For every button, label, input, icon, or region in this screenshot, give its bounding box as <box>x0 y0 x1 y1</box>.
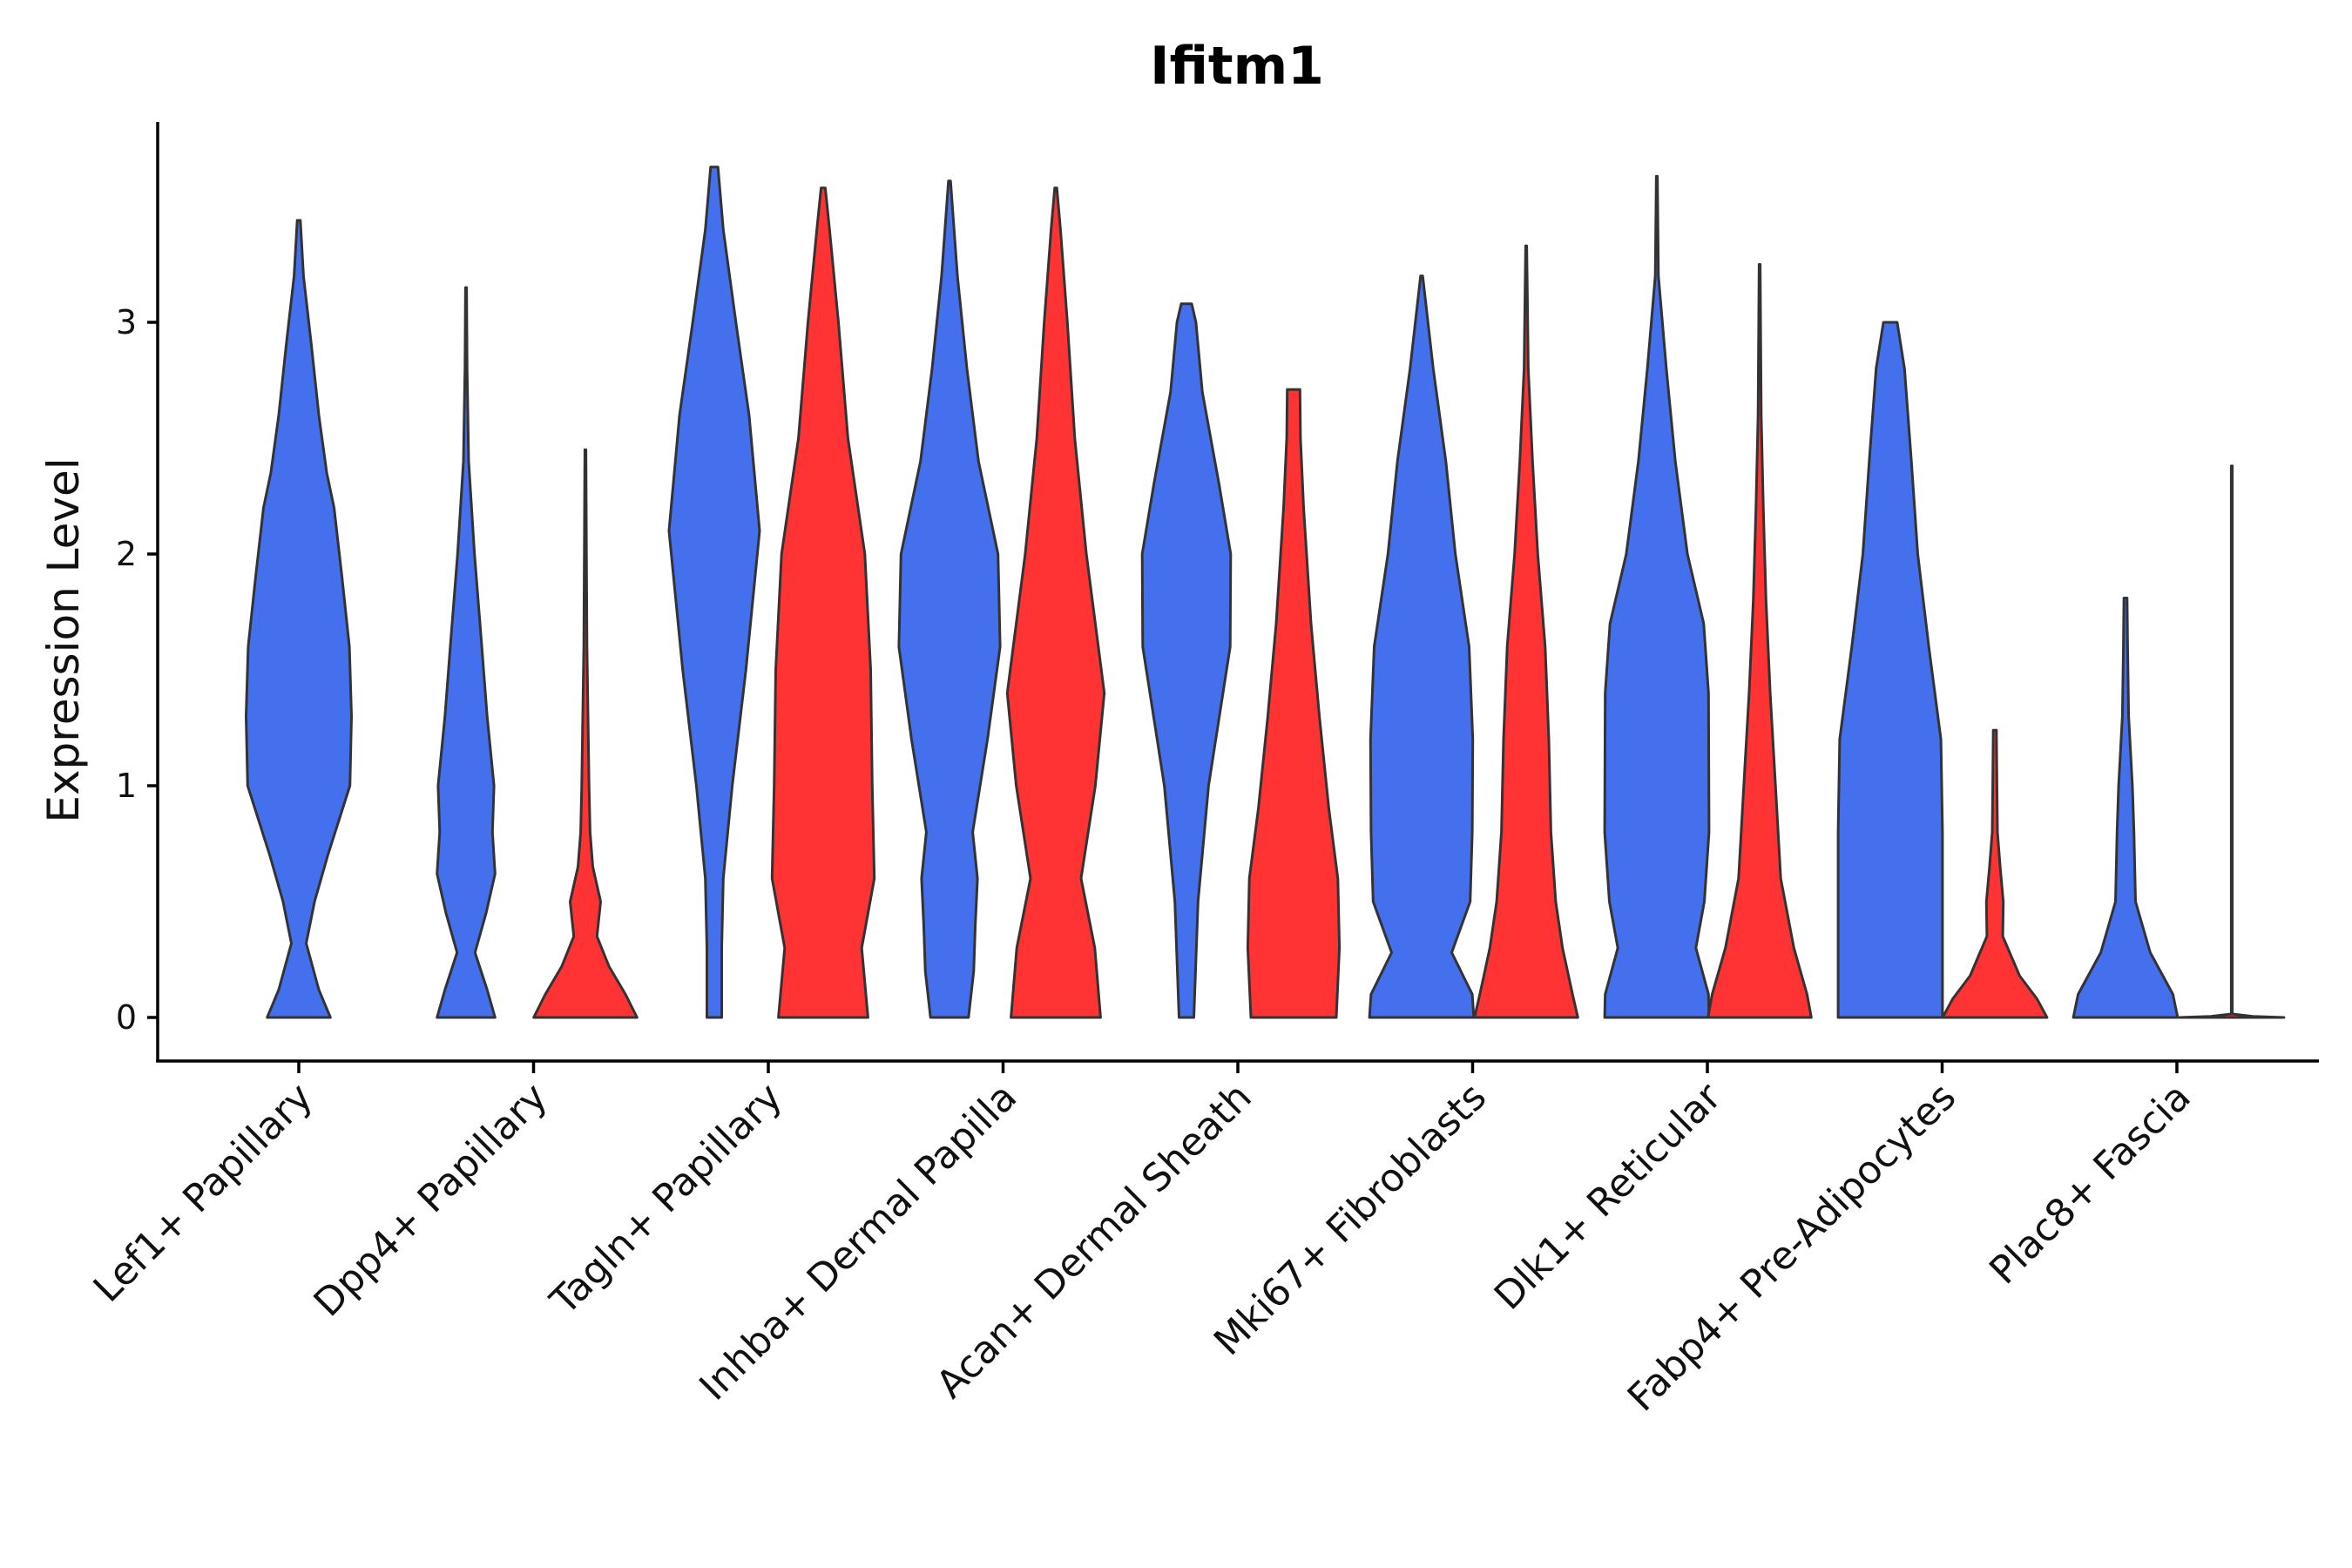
y-tick-label-1: 1 <box>116 767 137 805</box>
violin-group <box>245 166 2286 1019</box>
violin-blue-7 <box>1603 174 1711 1019</box>
x-tick-label-2: Dpp4+ Papillary <box>306 1075 557 1326</box>
violin-blue-5 <box>1140 302 1233 1019</box>
violin-blue-8 <box>1836 321 1944 1019</box>
y-axis-title: Expression Level <box>38 457 89 822</box>
violin-red-1 <box>532 448 639 1019</box>
x-tick-label-7: Dlk1+ Reticular <box>1486 1074 1731 1319</box>
violin-blue-9 <box>2072 597 2180 1019</box>
x-tick-label-9: Plac8+ Fascia <box>1981 1075 2200 1294</box>
chart-title: Ifitm1 <box>1150 36 1324 97</box>
violin-blue-2 <box>436 286 497 1019</box>
violin-red-6 <box>1707 263 1813 1019</box>
violin-red-2 <box>770 186 876 1019</box>
violin-red-7 <box>1941 728 2049 1019</box>
x-tick-label-6: Mki67+ Fibroblasts <box>1206 1075 1495 1364</box>
violin-blue-6 <box>1368 274 1476 1019</box>
violin-blue-3 <box>667 166 761 1019</box>
violin-red-3 <box>1005 186 1106 1019</box>
x-tick-label-1: Lef1+ Papillary <box>85 1075 321 1311</box>
y-tick-label-0: 0 <box>116 998 137 1037</box>
x-tick-label-3: Tagln+ Papillary <box>542 1075 791 1324</box>
violin-blue-4 <box>897 179 1002 1019</box>
violin-blue-1 <box>245 219 353 1019</box>
violin-red-5 <box>1473 244 1579 1019</box>
violin-red-8 <box>2178 464 2286 1019</box>
violin-red-4 <box>1246 388 1342 1019</box>
y-ticks: 0 1 2 3 <box>116 303 158 1037</box>
y-tick-label-3: 3 <box>116 303 137 341</box>
y-tick-label-2: 2 <box>116 535 137 573</box>
